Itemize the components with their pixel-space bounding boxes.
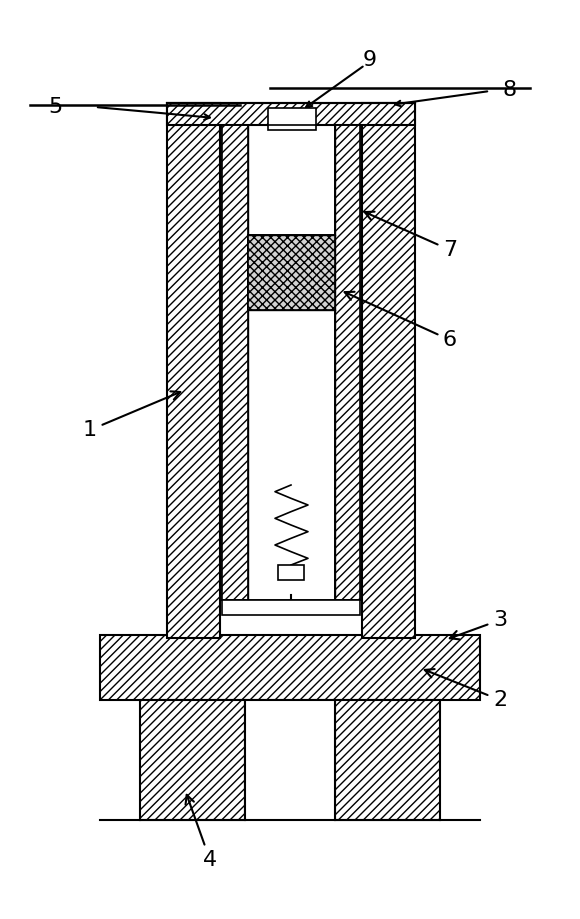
Bar (167, 103, 220, 638)
Bar (167, 103, 415, 125)
Bar (140, 700, 245, 820)
Text: 6: 6 (345, 291, 457, 350)
Bar (248, 125, 335, 600)
Bar (222, 125, 248, 600)
Bar (278, 565, 304, 580)
Bar (335, 700, 440, 820)
Text: 4: 4 (186, 795, 217, 870)
Bar (220, 103, 362, 638)
Bar (245, 700, 335, 820)
Text: 2: 2 (425, 669, 507, 710)
Text: 9: 9 (363, 50, 377, 70)
Text: 5: 5 (48, 97, 62, 117)
Bar (248, 125, 335, 600)
Bar (248, 235, 335, 310)
Bar (222, 125, 248, 600)
Bar (268, 108, 316, 130)
Bar (100, 635, 480, 700)
Text: 8: 8 (503, 80, 517, 100)
Bar (248, 235, 335, 310)
Bar (335, 125, 360, 600)
Text: 3: 3 (450, 610, 507, 640)
Bar (362, 103, 415, 638)
Text: 1: 1 (83, 391, 180, 440)
Text: 7: 7 (365, 211, 457, 260)
Bar (222, 600, 360, 615)
Bar (335, 125, 360, 600)
